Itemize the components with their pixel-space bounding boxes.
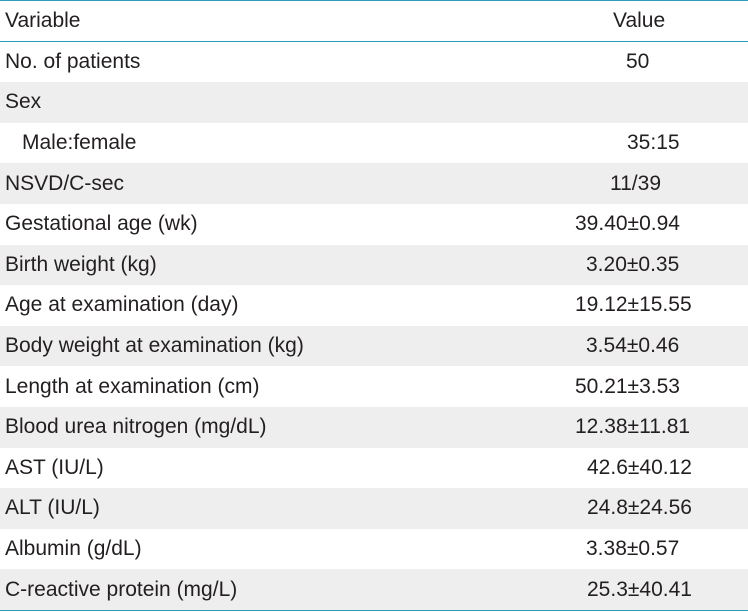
row-value: 50.21±3.53: [575, 374, 680, 398]
table-row: C-reactive protein (mg/L) 25.3±40.41: [0, 569, 748, 610]
row-value-cell: 19.12±15.55: [525, 285, 748, 326]
table-row: Length at examination (cm) 50.21±3.53: [0, 366, 748, 407]
table-row: No. of patients 50: [0, 42, 748, 83]
row-value: 25.3±40.41: [587, 577, 692, 601]
table-row: AST (IU/L) 42.6±40.12: [0, 448, 748, 489]
row-variable: No. of patients: [5, 49, 141, 73]
table-row: ALT (IU/L) 24.8±24.56: [0, 488, 748, 529]
row-value-cell: 3.20±0.35: [525, 245, 748, 286]
row-value: 3.38±0.57: [586, 537, 680, 561]
table-row: Age at examination (day) 19.12±15.55: [0, 285, 748, 326]
table-row: Blood urea nitrogen (mg/dL) 12.38±11.81: [0, 406, 748, 448]
row-variable: Albumin (g/dL): [5, 537, 142, 561]
row-variable: Blood urea nitrogen (mg/dL): [5, 415, 267, 439]
row-variable: Birth weight (kg): [5, 252, 157, 276]
row-value-cell: [525, 82, 748, 123]
row-variable: ALT (IU/L): [5, 496, 100, 520]
header-value: Value: [613, 8, 666, 32]
row-value-cell: 42.6±40.12: [525, 448, 748, 489]
row-value: 12.38±11.81: [575, 415, 691, 439]
row-value-cell: 24.8±24.56: [525, 488, 748, 529]
row-value: 35:15: [627, 131, 680, 155]
table-row: Birth weight (kg) 3.20±0.35: [0, 244, 748, 286]
table-row: Body weight at examination (kg) 3.54±0.4…: [0, 325, 748, 367]
row-value-cell: 25.3±40.41: [525, 569, 748, 610]
row-value-cell: 3.38±0.57: [525, 529, 748, 570]
row-value-cell: 50: [525, 42, 748, 83]
row-value-cell: 3.54±0.46: [525, 326, 748, 367]
row-variable: Male:female: [22, 131, 137, 155]
row-value-cell: 50.21±3.53: [525, 366, 748, 407]
row-variable: Age at examination (day): [5, 293, 239, 317]
row-value: 50: [626, 49, 650, 73]
table-row: NSVD/C-sec 11/39: [0, 163, 748, 204]
row-variable: AST (IU/L): [5, 455, 104, 479]
row-value-cell: 12.38±11.81: [525, 407, 748, 448]
table-header-row: Variable Value: [0, 1, 748, 42]
row-value-cell: 39.40±0.94: [525, 204, 748, 245]
table-row: Male:female 35:15: [0, 123, 748, 164]
row-variable: Body weight at examination (kg): [5, 334, 304, 358]
table-row: Gestational age (wk) 39.40±0.94: [0, 204, 748, 245]
header-variable: Variable: [5, 8, 81, 32]
header-value-cell: Value: [525, 1, 748, 41]
row-value: 3.20±0.35: [586, 252, 680, 276]
table-row: Albumin (g/dL) 3.38±0.57: [0, 529, 748, 570]
row-value-cell: 11/39: [525, 163, 748, 204]
row-variable: C-reactive protein (mg/L): [5, 577, 238, 601]
table-row: Sex: [0, 82, 748, 123]
row-value: 3.54±0.46: [586, 334, 680, 358]
row-variable: NSVD/C-sec: [5, 171, 125, 195]
row-variable: Sex: [5, 90, 42, 114]
row-variable: Gestational age (wk): [5, 212, 198, 236]
row-value: 42.6±40.12: [587, 455, 692, 479]
row-value: 19.12±15.55: [575, 293, 692, 317]
row-value: 24.8±24.56: [587, 496, 692, 520]
row-value: 11/39: [610, 171, 661, 195]
row-variable: Length at examination (cm): [5, 374, 260, 398]
row-value: 39.40±0.94: [575, 212, 680, 236]
row-value-cell: 35:15: [542, 123, 748, 164]
